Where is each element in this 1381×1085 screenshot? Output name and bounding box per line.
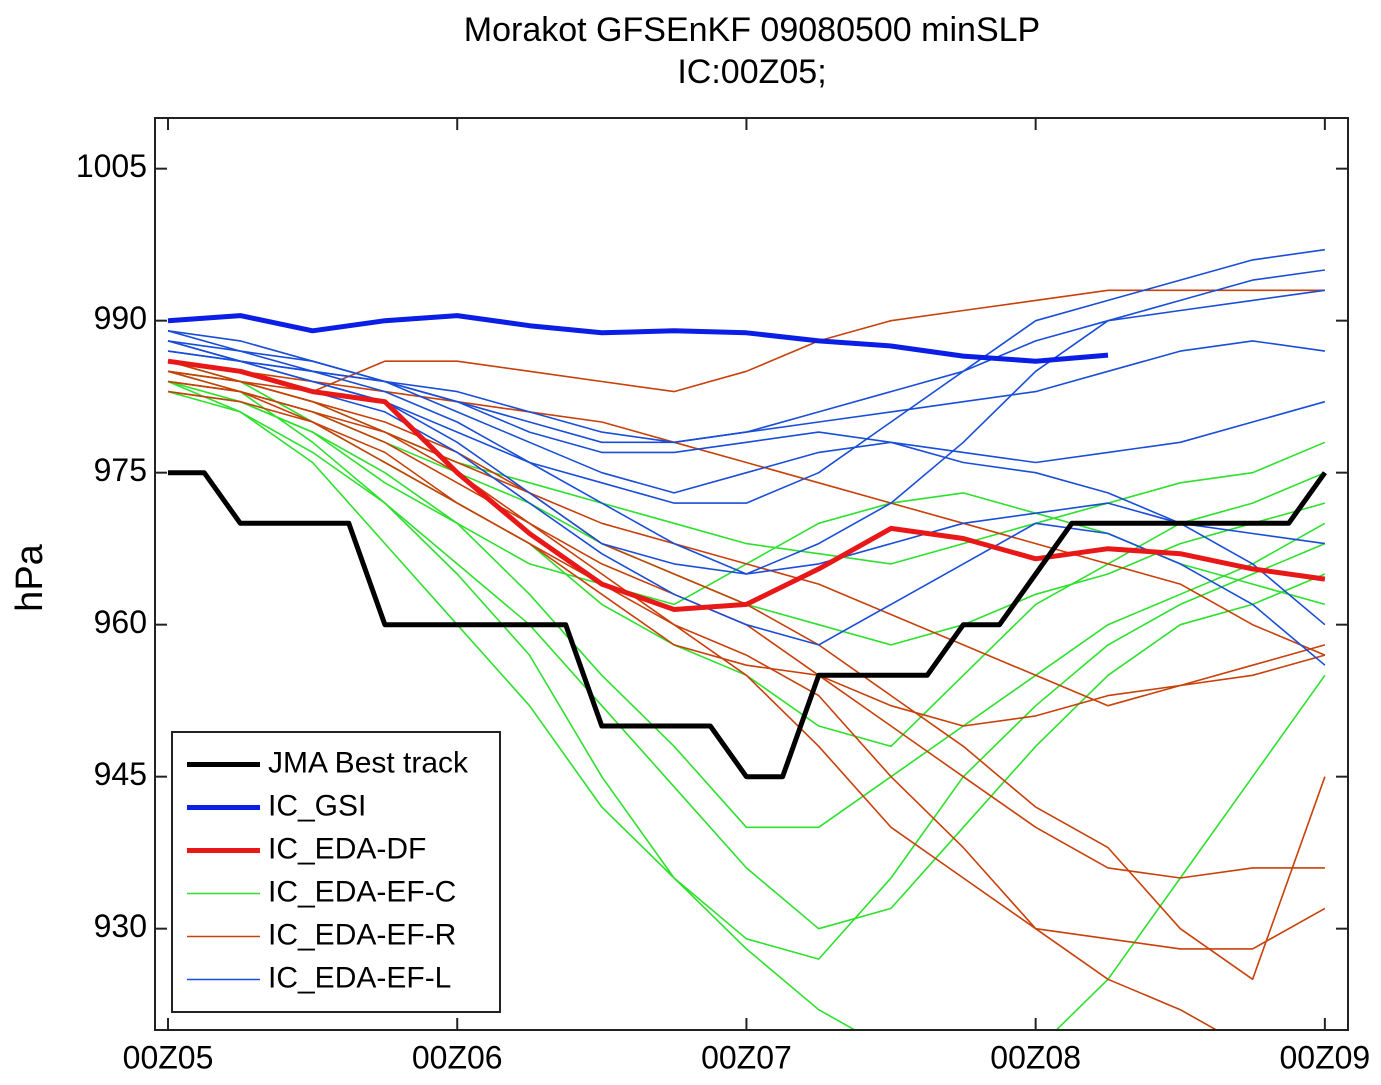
ensemble-line bbox=[167, 370, 1326, 960]
y-tick-label: 945 bbox=[94, 756, 147, 792]
legend-label: IC_EDA-DF bbox=[268, 832, 426, 865]
ensemble-line bbox=[167, 289, 1326, 444]
y-tick-label: 975 bbox=[94, 452, 147, 488]
y-tick-label: 1005 bbox=[76, 148, 147, 184]
ensemble-line bbox=[167, 269, 1326, 575]
y-tick-label: 960 bbox=[94, 604, 147, 640]
chart-subtitle: IC:00Z05; bbox=[677, 53, 826, 91]
x-tick-label: 00Z07 bbox=[701, 1039, 792, 1075]
legend-label: IC_EDA-EF-R bbox=[268, 918, 456, 951]
ensemble-line bbox=[167, 380, 1326, 606]
legend-box bbox=[171, 731, 501, 1013]
plot-frame bbox=[154, 117, 1349, 1031]
y-tick-label: 930 bbox=[94, 908, 147, 944]
legend: JMA Best track IC_GSI IC_EDA-DF IC_EDA-EF-C… bbox=[171, 731, 501, 1013]
legend-label: JMA Best track bbox=[268, 746, 469, 779]
ensemble-line bbox=[167, 248, 1326, 504]
x-tick-label: 00Z09 bbox=[1279, 1039, 1370, 1075]
ensemble-line bbox=[167, 380, 1326, 950]
legend-label: IC_EDA-EF-C bbox=[268, 875, 456, 908]
y-axis-label: hPa bbox=[9, 543, 51, 611]
ensemble-line bbox=[167, 340, 1326, 444]
ensemble-line bbox=[167, 390, 1326, 727]
legend-label: IC_GSI bbox=[268, 789, 366, 822]
ensemble-line bbox=[167, 390, 1326, 930]
x-tick-label: 00Z06 bbox=[412, 1039, 503, 1075]
chart-title: Morakot GFSEnKF 09080500 minSLP bbox=[464, 11, 1040, 49]
ensemble-line bbox=[167, 380, 1326, 707]
ensemble-line bbox=[167, 360, 1326, 656]
ensemble-line bbox=[167, 360, 1326, 666]
ensemble-line bbox=[167, 340, 1326, 626]
ensemble-line bbox=[167, 390, 1326, 829]
x-tick-label: 00Z05 bbox=[123, 1039, 214, 1075]
y-tick-label: 990 bbox=[94, 300, 147, 336]
ensemble-line bbox=[167, 380, 1326, 1030]
series-line bbox=[167, 358, 1326, 612]
plot-area bbox=[167, 248, 1327, 1030]
ensemble-line bbox=[167, 350, 1326, 575]
x-tick-label: 00Z08 bbox=[990, 1039, 1081, 1075]
series-line bbox=[167, 313, 1109, 364]
series-line bbox=[168, 470, 1327, 780]
ensemble-line bbox=[167, 370, 1219, 1030]
legend-label: IC_EDA-EF-L bbox=[268, 961, 451, 994]
ensemble-line bbox=[167, 289, 1325, 393]
